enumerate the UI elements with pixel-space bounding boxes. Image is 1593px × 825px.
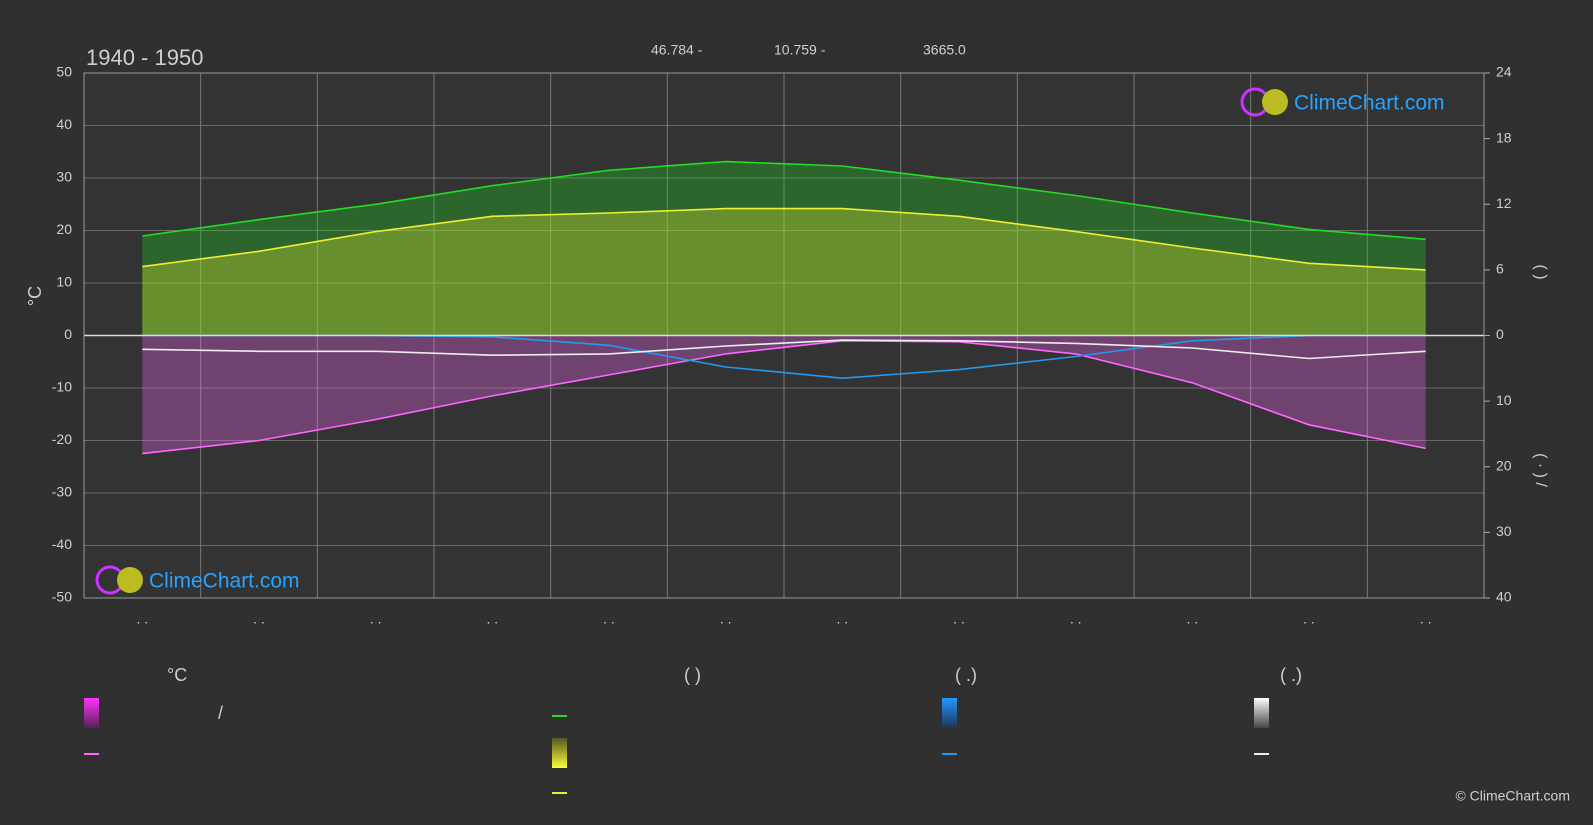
y-tick-label: -10 — [52, 379, 72, 395]
series-area — [142, 208, 1426, 336]
y3-tick-label: 20 — [1496, 457, 1512, 473]
y-axis-label: °C — [25, 286, 45, 306]
y3-axis-label: ( · ) / — [1532, 453, 1549, 487]
x-tick-label: . . — [1420, 611, 1432, 627]
y3-tick-label: 10 — [1496, 392, 1512, 408]
x-tick-label: . . — [136, 611, 148, 627]
legend: °C ( ) ( .) ( .) / — [84, 665, 1302, 794]
x-tick-label: . . — [720, 611, 732, 627]
logo-text: ClimeChart.com — [149, 570, 300, 593]
y3-tick-label: 30 — [1496, 523, 1512, 539]
plot-frame — [83, 72, 1485, 599]
x-tick-label: . . — [953, 611, 965, 627]
logo-sun — [117, 567, 143, 593]
series-area — [142, 161, 1426, 336]
x-tick-label: . . — [253, 611, 265, 627]
logo: ClimeChart.com — [1240, 87, 1445, 117]
y-tick-label: 30 — [56, 169, 72, 185]
y2-axis-label: ( ) — [1532, 264, 1549, 279]
y2-tick-label: 18 — [1496, 129, 1512, 145]
y-tick-label: 40 — [56, 116, 72, 132]
y-tick-label: 20 — [56, 221, 72, 237]
x-tick-label: . . — [370, 611, 382, 627]
legend-swatch — [1254, 698, 1269, 728]
y-tick-label: 50 — [56, 64, 72, 80]
x-tick-label: . . — [1070, 611, 1082, 627]
series-line — [142, 207, 1426, 271]
longitude: 10.759 - — [774, 42, 826, 58]
plot-area: -50 -40 -30 -20 -10 0 10 20 30 40 50 0 6 12 18 24 10 20 30… — [52, 64, 1512, 627]
legend-swatch — [552, 738, 567, 768]
latitude: 46.784 - — [651, 42, 703, 58]
logo-text: ClimeChart.com — [1294, 92, 1445, 115]
y-tick-label: -40 — [52, 536, 72, 552]
y-tick-label: -20 — [52, 431, 72, 447]
series-line — [142, 160, 1426, 241]
y2-tick-label: 12 — [1496, 195, 1512, 211]
y-tick-label: -50 — [52, 589, 72, 605]
series-line — [142, 339, 1426, 360]
y-tick-label: 0 — [64, 326, 72, 342]
y2-tick-label: 0 — [1496, 326, 1504, 342]
legend-header: ( .) — [1280, 665, 1302, 685]
legend-header: °C — [167, 665, 187, 685]
copyright: © ClimeChart.com — [1455, 788, 1570, 804]
legend-header: ( .) — [955, 665, 977, 685]
x-tick-label: . . — [1186, 611, 1198, 627]
x-tick-label: . . — [1303, 611, 1315, 627]
y-tick-label: 10 — [56, 274, 72, 290]
series-area — [142, 335, 1426, 454]
chart-title: 1940 - 1950 — [86, 45, 203, 70]
legend-swatch — [942, 698, 957, 728]
logo-sun — [1262, 89, 1288, 115]
x-tick-label: . . — [603, 611, 615, 627]
x-tick-label: . . — [836, 611, 848, 627]
legend-header: ( ) — [684, 665, 701, 685]
logo: ClimeChart.com — [95, 565, 300, 595]
y3-tick-label: 40 — [1496, 589, 1512, 605]
y2-tick-label: 6 — [1496, 261, 1504, 277]
legend-swatch — [84, 698, 99, 728]
y2-tick-label: 24 — [1496, 64, 1512, 80]
y-tick-label: -30 — [52, 484, 72, 500]
series-line — [142, 339, 1426, 455]
elevation: 3665.0 — [923, 42, 966, 58]
legend-text: / — [218, 703, 223, 723]
x-tick-label: . . — [486, 611, 498, 627]
